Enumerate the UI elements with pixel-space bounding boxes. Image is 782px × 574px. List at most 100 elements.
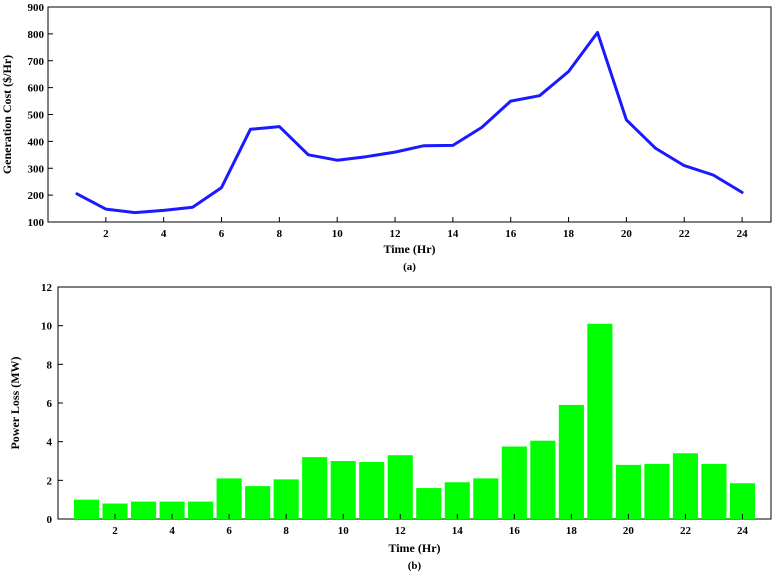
x-tick-label: 8 xyxy=(277,228,283,240)
cost-data-point xyxy=(191,206,194,209)
y-tick-label: 4 xyxy=(47,437,53,449)
x-tick-label: 2 xyxy=(112,525,118,537)
cost-data-point xyxy=(162,209,165,212)
y-tick-label: 900 xyxy=(28,2,45,14)
generation-cost-chart: 100 200 300 400 500 600 700 800 900 2 4 6 8 10 12 14 16… xyxy=(0,2,772,273)
x-tick-label: 6 xyxy=(219,228,225,240)
loss-bar xyxy=(302,457,328,519)
cost-data-point xyxy=(683,164,686,167)
loss-bar xyxy=(729,483,756,519)
y-tick-label: 10 xyxy=(41,321,53,333)
loss-bar xyxy=(530,440,556,519)
x-tick-label: 18 xyxy=(566,525,578,537)
cost-data-point xyxy=(307,153,310,157)
loss-bar xyxy=(273,479,299,519)
y-tick-label: 12 xyxy=(41,282,53,294)
loss-bar xyxy=(558,404,584,519)
cost-data-point xyxy=(133,211,136,214)
cost-data-point xyxy=(740,191,744,194)
cost-data-point xyxy=(509,99,512,103)
cost-data-point xyxy=(75,192,79,195)
cost-data-point xyxy=(538,94,541,97)
loss-bar xyxy=(131,501,157,519)
x-tick-label: 4 xyxy=(161,228,167,240)
x-axis-label: Time (Hr) xyxy=(383,242,435,256)
cost-data-point xyxy=(364,155,368,158)
loss-bars xyxy=(73,323,756,519)
x-tick-label: 12 xyxy=(390,228,402,240)
cost-data-point xyxy=(625,118,628,122)
cost-series-points xyxy=(75,31,744,214)
cost-data-point xyxy=(422,144,426,147)
x-tick-label: 18 xyxy=(563,228,575,240)
loss-bar xyxy=(159,501,185,519)
y-tick-label: 2 xyxy=(47,475,53,487)
loss-bar xyxy=(73,499,100,519)
x-tick-label: 14 xyxy=(447,228,459,240)
y-tick-label: 8 xyxy=(47,359,53,371)
y-tick-label: 6 xyxy=(47,398,53,410)
loss-bar xyxy=(387,455,413,519)
loss-bar xyxy=(188,501,214,519)
loss-bar xyxy=(615,464,641,519)
y-axis-label: Power Loss (MW) xyxy=(8,356,22,449)
loss-bar xyxy=(701,463,727,519)
cost-series-line xyxy=(75,31,744,215)
x-tick-labels: 2 4 6 8 10 12 14 16 18 20 22 24 xyxy=(112,514,748,537)
x-tick-label: 14 xyxy=(452,525,464,537)
plot-frame xyxy=(47,6,772,223)
loss-bar xyxy=(245,486,271,519)
loss-bar xyxy=(330,461,356,519)
chart-caption: (a) xyxy=(403,261,416,273)
cost-data-point xyxy=(567,70,570,73)
y-tick-label: 500 xyxy=(28,110,45,122)
x-tick-labels: 2 4 6 8 10 12 14 16 18 20 22 24 xyxy=(103,217,748,240)
x-tick-label: 6 xyxy=(226,525,232,537)
x-tick-label: 12 xyxy=(395,525,407,537)
x-tick-label: 10 xyxy=(332,228,344,240)
x-tick-label: 2 xyxy=(103,228,109,240)
cost-data-point xyxy=(249,128,252,131)
cost-data-point xyxy=(104,207,108,211)
cost-data-point xyxy=(596,31,599,34)
y-tick-label: 600 xyxy=(28,83,45,95)
loss-bar xyxy=(416,488,442,519)
x-tick-label: 16 xyxy=(505,228,517,240)
x-tick-label: 22 xyxy=(680,525,692,537)
x-axis-label: Time (Hr) xyxy=(388,541,440,555)
cost-data-point xyxy=(711,173,715,177)
loss-bar xyxy=(587,323,613,519)
x-tick-label: 4 xyxy=(169,525,175,537)
x-tick-label: 20 xyxy=(621,228,633,240)
loss-bar xyxy=(216,478,242,519)
y-tick-label: 300 xyxy=(28,163,45,175)
cost-data-point xyxy=(220,186,223,189)
loss-bar xyxy=(102,503,128,519)
cost-data-point xyxy=(278,125,281,128)
cost-data-point xyxy=(393,150,397,154)
x-tick-label: 24 xyxy=(737,525,749,537)
y-tick-labels: 0 2 4 6 8 10 12 xyxy=(41,282,63,526)
cost-data-point xyxy=(480,126,483,129)
x-tick-label: 16 xyxy=(509,525,521,537)
cost-data-point xyxy=(336,158,339,162)
y-tick-label: 200 xyxy=(28,190,45,202)
loss-bar xyxy=(473,478,499,519)
y-tick-labels: 100 200 300 400 500 600 700 800 900 xyxy=(28,2,53,229)
cost-data-point xyxy=(451,144,455,147)
x-tick-label: 10 xyxy=(338,525,350,537)
y-tick-label: 800 xyxy=(28,29,45,41)
chart-caption: (b) xyxy=(408,560,422,572)
loss-bar xyxy=(501,446,527,519)
cost-data-point xyxy=(654,146,657,150)
loss-bar xyxy=(444,482,470,519)
x-tick-label: 22 xyxy=(679,228,691,240)
y-tick-label: 400 xyxy=(28,136,45,148)
loss-bar xyxy=(672,453,698,519)
loss-bar xyxy=(644,463,670,519)
y-tick-label: 100 xyxy=(28,217,45,229)
y-tick-label: 0 xyxy=(47,514,53,526)
y-tick-label: 700 xyxy=(28,56,45,68)
